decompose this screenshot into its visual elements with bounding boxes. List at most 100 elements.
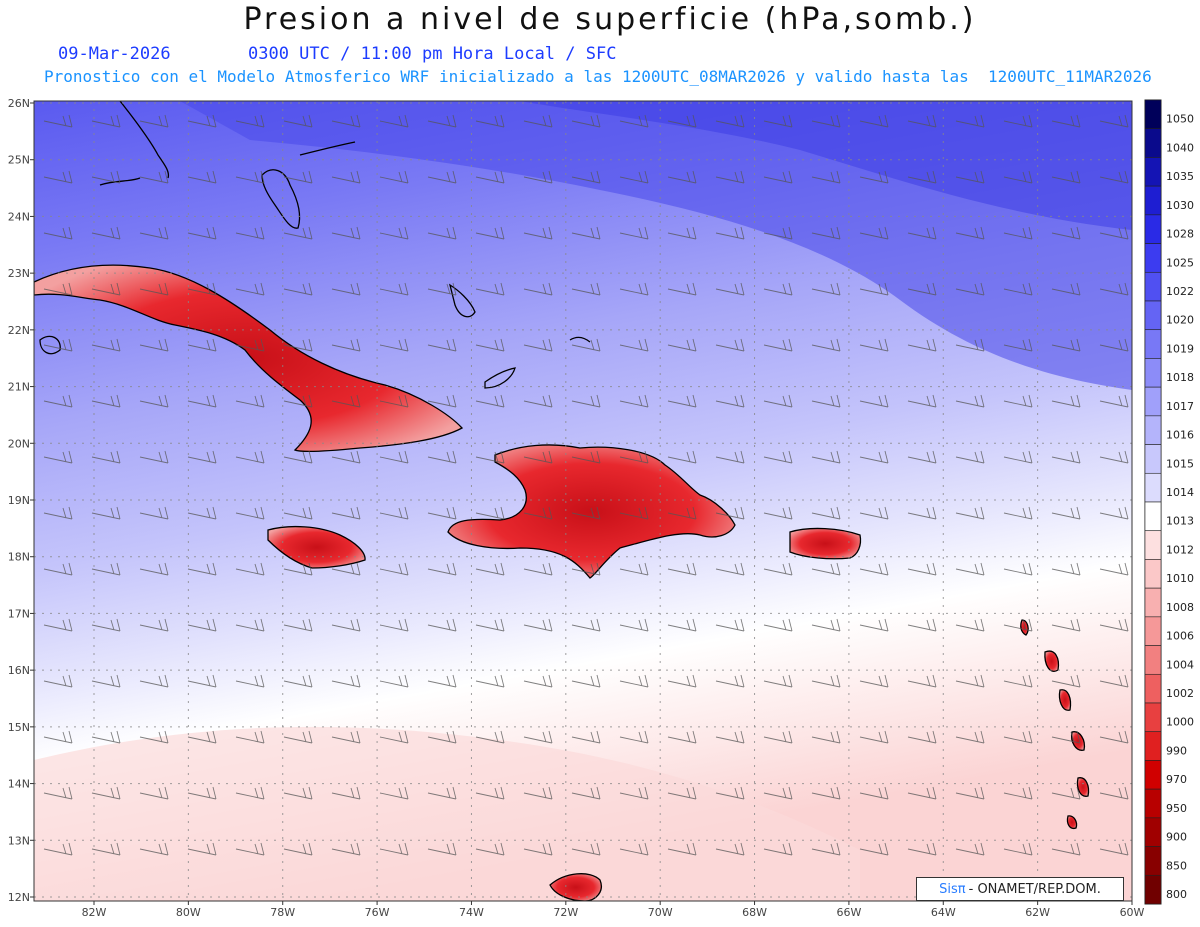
wind-barb [667, 562, 697, 576]
wind-barb [619, 282, 649, 296]
wind-barb [763, 226, 793, 240]
wind-barb [187, 786, 217, 800]
colorbar-swatch [1144, 300, 1162, 331]
colorbar-swatch [1144, 817, 1162, 847]
colorbar-label: 1013 [1166, 515, 1194, 528]
wind-barb [763, 450, 793, 464]
wind-barb [1003, 394, 1033, 408]
wind-barb [427, 842, 457, 856]
wind-barb [1051, 786, 1081, 800]
wind-barb [619, 730, 649, 744]
wind-barb [475, 394, 505, 408]
wind-barb [763, 730, 793, 744]
lat-label: 20N [8, 437, 30, 450]
latitude-labels: 26N 25N 24N 23N 22N 21N 20N 19N 18N 17N 16N 15N 14N 1… [8, 97, 34, 904]
wind-barb [715, 114, 745, 128]
wind-barb [1003, 450, 1033, 464]
wind-barb [379, 786, 409, 800]
forecast-date: 09-Mar-2026 [58, 44, 171, 64]
model-description: Pronostico con el Modelo Atmosferico WRF… [44, 67, 1152, 86]
lat-label: 15N [8, 721, 30, 734]
wind-barb [811, 394, 841, 408]
colorbar-swatch [1144, 386, 1162, 417]
colorbar-label: 950 [1166, 802, 1187, 815]
wind-barb [907, 506, 937, 520]
wind-barb [955, 786, 985, 800]
wind-barb [283, 170, 313, 184]
wind-barb [331, 562, 361, 576]
wind-barb [43, 170, 73, 184]
wind-barb [43, 842, 73, 856]
wind-barb [763, 786, 793, 800]
wind-barb [331, 730, 361, 744]
wind-barb [811, 170, 841, 184]
wind-barb [1003, 562, 1033, 576]
lon-label: 68W [742, 906, 767, 919]
wind-barb [187, 114, 217, 128]
colorbar-swatch [1144, 501, 1162, 532]
wind-barb [523, 618, 553, 632]
wind-barb [235, 450, 265, 464]
lat-label: 16N [8, 664, 30, 677]
colorbar-swatch [1144, 645, 1162, 675]
wind-barb [1003, 506, 1033, 520]
wind-barb [91, 730, 121, 744]
colorbar-swatch [1144, 616, 1162, 646]
wind-barb [379, 506, 409, 520]
wind-barb [907, 450, 937, 464]
wind-barb [331, 282, 361, 296]
wind-barb [859, 786, 889, 800]
wind-barb [763, 506, 793, 520]
forecast-time: 0300 UTC / 11:00 pm Hora Local / SFC [248, 44, 617, 64]
wind-barb [427, 282, 457, 296]
wind-barb [331, 170, 361, 184]
wind-barb [283, 506, 313, 520]
wind-barb [331, 226, 361, 240]
wind-barb [235, 226, 265, 240]
wind-barb [907, 674, 937, 688]
wind-barb [1003, 282, 1033, 296]
wind-barb [91, 450, 121, 464]
lon-label: 70W [648, 906, 673, 919]
wind-barb [811, 618, 841, 632]
lat-label: 26N [8, 97, 30, 110]
wind-barb [1051, 114, 1081, 128]
colorbar-swatch [1144, 128, 1162, 158]
wind-barb [907, 562, 937, 576]
wind-barb [619, 338, 649, 352]
wind-barb [619, 786, 649, 800]
lon-label: 76W [365, 906, 390, 919]
grand-bahama [299, 141, 356, 156]
wind-barb [187, 338, 217, 352]
wind-barb [43, 786, 73, 800]
wind-barb [667, 842, 697, 856]
lon-label: 74W [459, 906, 484, 919]
colorbar-label: 800 [1166, 888, 1187, 901]
wind-barb [1099, 842, 1129, 856]
colorbar-swatch [1144, 185, 1162, 216]
wind-barb [571, 562, 601, 576]
lat-label: 14N [8, 778, 30, 791]
wind-barb [811, 226, 841, 240]
jamaica-island [267, 525, 366, 569]
wind-barb [667, 226, 697, 240]
wind-barb [475, 562, 505, 576]
wind-barb [1003, 674, 1033, 688]
lat-label: 25N [8, 154, 30, 167]
lon-label: 66W [836, 906, 861, 919]
wind-barb [187, 170, 217, 184]
wind-barb [619, 562, 649, 576]
wind-barb [811, 114, 841, 128]
wind-barb [955, 394, 985, 408]
plot-frame [33, 100, 1133, 902]
wind-barb [1099, 170, 1129, 184]
colorbar-label: 1012 [1166, 543, 1194, 556]
colorbar-swatch [1144, 673, 1162, 704]
wind-barb [715, 842, 745, 856]
lat-label: 22N [8, 324, 30, 337]
wind-barb [187, 282, 217, 296]
wind-barb [523, 226, 553, 240]
colorbar-swatch [1144, 415, 1162, 445]
wind-barb [667, 450, 697, 464]
credit-box: Sisπ - ONAMET/REP.DOM. [916, 877, 1124, 901]
